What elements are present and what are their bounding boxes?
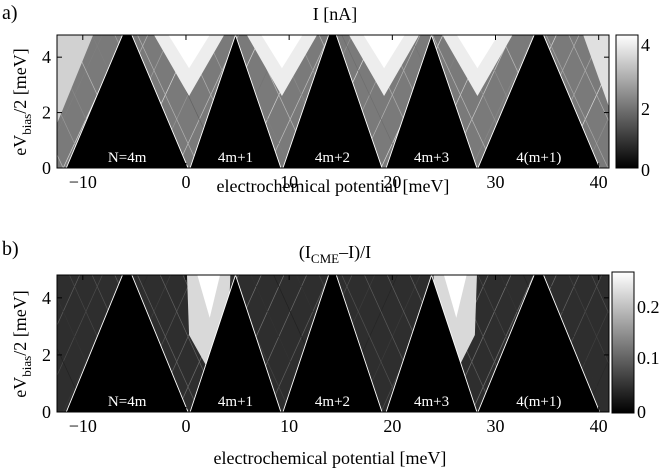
x-tick-label: 40 (590, 416, 608, 436)
bright-spot (443, 275, 467, 318)
x-axis-label-a: electrochemical potential [meV] (217, 176, 450, 196)
x-tick-label: 30 (487, 416, 505, 436)
colorbar-b-tick: 0.2 (637, 297, 660, 317)
x-tick-label: 20 (383, 172, 401, 192)
panel-b-letter: b) (2, 238, 19, 260)
y-tick-label: 4 (42, 288, 51, 308)
blockade-label: 4(m+1) (516, 394, 561, 410)
y-tick-label: 2 (42, 103, 51, 123)
cotunneling-line (267, 35, 330, 168)
panel-a-letter: a) (2, 2, 18, 24)
high-current-wedge (363, 35, 405, 69)
axes-b: N=4m 4m+1 4m+2 4m+3 4(m+1) −10 0 10 20 30 40 0 2 4 (42, 274, 610, 436)
blockade-diamond (189, 275, 282, 412)
colorbar-a-tick: 4 (641, 35, 650, 55)
high-current-wedge (456, 35, 499, 69)
cotunneling-line (545, 275, 609, 412)
y-axis-label-a: eVbias/2 [meV] (10, 48, 34, 155)
panel-a-title: I [nA] (313, 4, 357, 24)
colorbar-a-tick: 2 (641, 99, 650, 119)
blockade-diamond (385, 35, 478, 168)
cotunneling-line (568, 35, 609, 123)
panel-b: b) (ICME–I)/I N=4m 4m+1 4m+2 4m+3 4(m+1) −10 0… (2, 238, 670, 468)
blockade-label: 4m+1 (218, 394, 253, 410)
colorbar-a: 0 2 4 (615, 34, 650, 180)
cotunneling-line (653, 35, 670, 168)
x-tick-label: 10 (280, 416, 298, 436)
blockade-label: 4m+3 (414, 394, 449, 410)
x-tick-label: −10 (69, 172, 97, 192)
blockade-diamond (282, 275, 383, 412)
cotunneling-line (57, 35, 103, 134)
panel-a: a) I [nA] N=4m 4m+1 4m+2 4m+3 4(m+1)−10 0 10 20… (2, 2, 670, 196)
cotunneling-line (631, 275, 670, 412)
panel-b-title: (ICME–I)/I (299, 242, 371, 266)
cotunneling-line (545, 35, 609, 168)
x-tick-label: −10 (69, 416, 97, 436)
cotunneling-line (471, 275, 534, 412)
blockade-label: 4m+3 (414, 150, 449, 166)
colorbar-a-tick: 0 (641, 160, 650, 180)
cotunneling-line (591, 275, 609, 315)
high-current-wedge (261, 35, 303, 69)
x-tick-label: 0 (181, 416, 190, 436)
bright-spot (197, 275, 221, 318)
x-axis-label-b: electrochemical potential [meV] (214, 448, 447, 468)
blockade-diamond (65, 275, 189, 412)
y-tick-label: 2 (42, 345, 51, 365)
x-tick-label: 30 (487, 172, 505, 192)
axes-a: N=4m 4m+1 4m+2 4m+3 4(m+1) −10 0 10 20 30 40 0 2 4 (42, 34, 610, 192)
y-tick-label: 0 (42, 402, 51, 422)
blockade-label: 4m+1 (218, 150, 253, 166)
blockade-label: N=4m (108, 150, 147, 166)
colorbar-b-tick: 0 (637, 402, 646, 422)
cotunneling-line (584, 358, 609, 412)
y-axis-label-b: eVbias/2 [meV] (10, 290, 34, 397)
x-tick-label: 20 (383, 416, 401, 436)
x-tick-label: 0 (181, 172, 190, 192)
heatmap-b (57, 275, 670, 412)
cotunneling-line (137, 35, 200, 168)
cotunneling-line (57, 275, 103, 377)
blockade-label: 4m+2 (315, 394, 350, 410)
blockade-diamond (477, 35, 601, 168)
blockade-diamond (385, 275, 478, 412)
blockade-label: N=4m (108, 394, 147, 410)
cotunneling-line (137, 275, 200, 412)
colorbar-b: 0 0.1 0.2 (611, 271, 660, 422)
x-tick-label: 10 (280, 172, 298, 192)
cotunneling-line (267, 275, 330, 412)
cotunneling-line (653, 275, 670, 412)
heatmap-a (57, 35, 670, 168)
cotunneling-line (57, 275, 81, 327)
cotunneling-line (584, 116, 609, 168)
colorbar-a-gradient (615, 34, 639, 169)
plot-frame (56, 274, 610, 413)
y-tick-label: 0 (42, 158, 51, 178)
y-tick-label: 4 (42, 47, 51, 67)
high-current-wedge (583, 35, 609, 108)
blockade-diamond (477, 275, 601, 412)
colorbar-b-gradient (611, 271, 635, 414)
blockade-diamond (189, 35, 282, 168)
colorbar-b-tick: 0.1 (637, 348, 660, 368)
plot-frame (56, 34, 610, 169)
cotunneling-line (471, 35, 534, 168)
cotunneling-line (432, 35, 495, 168)
blockade-diamond (65, 35, 189, 168)
high-current-wedge (57, 35, 94, 124)
blockade-diamond (282, 35, 383, 168)
x-tick-label: 40 (590, 172, 608, 192)
high-current-wedge (168, 35, 210, 69)
blockade-label: 4m+2 (315, 150, 350, 166)
blockade-label: 4(m+1) (516, 150, 561, 166)
cotunneling-line (568, 275, 609, 365)
